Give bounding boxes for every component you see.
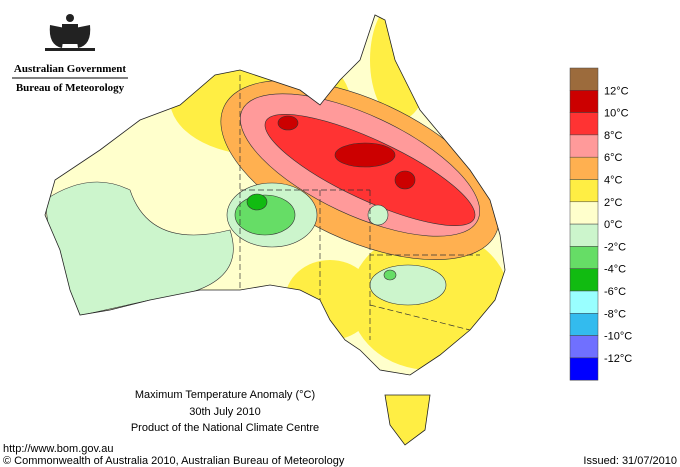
legend-swatch	[569, 290, 599, 314]
legend-label: -10°C	[604, 331, 632, 343]
product: Product of the National Climate Centre	[131, 422, 319, 434]
copyright: © Commonwealth of Australia 2010, Austra…	[3, 455, 345, 467]
legend-swatch	[569, 67, 599, 91]
legend-swatch	[569, 335, 599, 359]
legend-swatch	[569, 246, 599, 269]
legend-label: -12°C	[604, 353, 632, 365]
legend-label: 6°C	[604, 152, 623, 164]
legend-swatch	[569, 357, 599, 381]
legend-label: 4°C	[604, 175, 623, 187]
tasmania	[384, 394, 431, 446]
legend-swatch	[569, 90, 599, 113]
url: http://www.bom.gov.au	[3, 443, 113, 455]
legend-swatch	[569, 223, 599, 247]
legend-label: 12°C	[604, 85, 629, 97]
anomaly-map	[45, 15, 505, 375]
legend-label: 8°C	[604, 130, 623, 142]
legend-swatch	[569, 201, 599, 225]
legend-label: 10°C	[604, 108, 629, 120]
legend-label: -2°C	[604, 241, 626, 253]
legend-label: 0°C	[604, 219, 623, 231]
legend-label: -6°C	[604, 286, 626, 298]
legend-label: -4°C	[604, 264, 626, 276]
legend: 12°C 10°C 8°C 6°C 4°C 2°C 0°C -2°C -4°C -6°C -8°C -…	[569, 67, 632, 381]
legend-label: -8°C	[604, 308, 626, 320]
legend-label: 2°C	[604, 197, 623, 209]
legend-swatch	[569, 134, 599, 158]
legend-swatch	[569, 268, 599, 292]
map-title: Maximum Temperature Anomaly (°C)	[135, 389, 315, 401]
legend-swatch	[569, 313, 599, 336]
legend-swatch	[569, 156, 599, 180]
map-date: 30th July 2010	[189, 406, 261, 418]
agency: Australian Government	[14, 63, 126, 75]
legend-swatch	[569, 179, 599, 203]
crest	[45, 14, 95, 51]
legend-swatch	[569, 112, 599, 136]
issued: Issued: 31/07/2010	[583, 455, 677, 467]
bureau: Bureau of Meteorology	[16, 82, 125, 94]
